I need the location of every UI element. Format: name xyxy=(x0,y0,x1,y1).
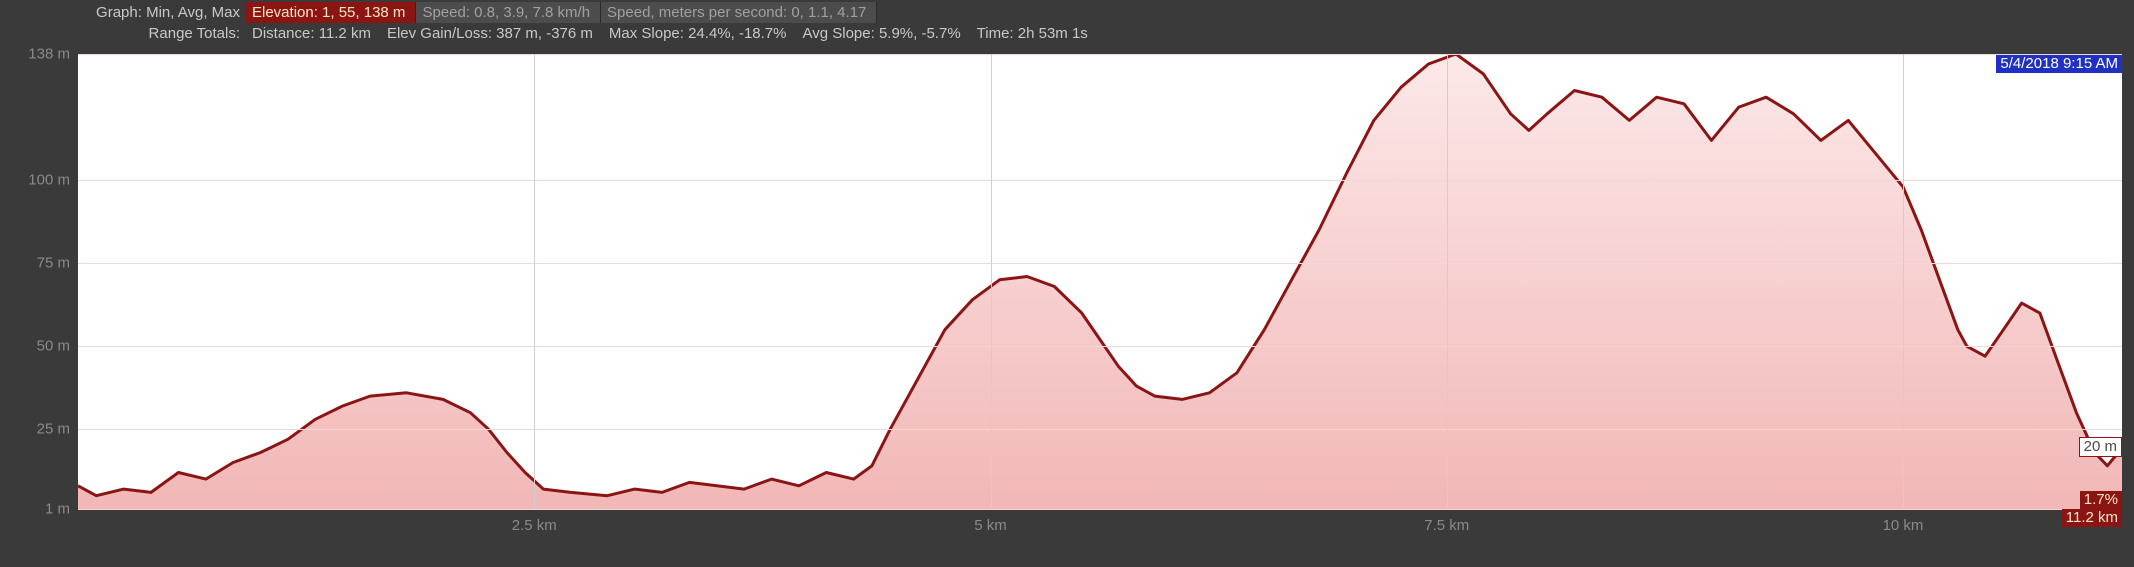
range-totals-row: Range Totals: Distance: 11.2 km Elev Gai… xyxy=(10,23,2124,44)
x-axis-label: 10 km xyxy=(1883,517,1924,534)
hgrid xyxy=(78,180,2122,181)
hgrid xyxy=(78,429,2122,430)
y-axis-label: 25 m xyxy=(37,421,70,438)
stats-header: Graph: Min, Avg, Max Elevation: 1, 55, 1… xyxy=(10,2,2124,44)
chip-avg-slope: Avg Slope: 5.9%, -5.7% xyxy=(797,23,971,44)
vgrid xyxy=(991,54,992,509)
elevation-chart[interactable]: 5/4/2018 9:15 AM 1 m25 m50 m75 m100 m138… xyxy=(12,54,2122,544)
hgrid xyxy=(78,263,2122,264)
plot-area[interactable]: 5/4/2018 9:15 AM 1 m25 m50 m75 m100 m138… xyxy=(78,54,2122,509)
graph-stats-row: Graph: Min, Avg, Max Elevation: 1, 55, 1… xyxy=(10,2,2124,23)
chip-elevation[interactable]: Elevation: 1, 55, 138 m xyxy=(246,2,416,23)
chip-speed-ms[interactable]: Speed, meters per second: 0, 1.1, 4.17 xyxy=(601,2,877,23)
vgrid xyxy=(534,54,535,509)
chip-elev-gain: Elev Gain/Loss: 387 m, -376 m xyxy=(381,23,603,44)
timestamp-badge: 5/4/2018 9:15 AM xyxy=(1996,54,2122,73)
y-axis-label: 50 m xyxy=(37,338,70,355)
hgrid xyxy=(78,346,2122,347)
hgrid xyxy=(78,54,2122,55)
x-axis-label: 7.5 km xyxy=(1424,517,1469,534)
graph-label: Graph: Min, Avg, Max xyxy=(10,4,246,21)
elevation-svg xyxy=(78,54,2122,509)
y-axis-label: 138 m xyxy=(28,46,70,63)
cursor-elevation-tag: 20 m xyxy=(2079,437,2122,457)
chip-time: Time: 2h 53m 1s xyxy=(971,23,1098,44)
chip-speed-kmh[interactable]: Speed: 0.8, 3.9, 7.8 km/h xyxy=(416,2,601,23)
x-axis-label: 2.5 km xyxy=(512,517,557,534)
y-axis-label: 1 m xyxy=(45,501,70,518)
cursor-slope-tag: 1.7% xyxy=(2080,491,2122,509)
y-axis-label: 100 m xyxy=(28,172,70,189)
chip-max-slope: Max Slope: 24.4%, -18.7% xyxy=(603,23,797,44)
totals-label: Range Totals: xyxy=(10,25,246,42)
hgrid xyxy=(78,509,2122,510)
vgrid xyxy=(1903,54,1904,509)
vgrid xyxy=(1447,54,1448,509)
chip-distance: Distance: 11.2 km xyxy=(246,23,381,44)
cursor-distance-tag: 11.2 km xyxy=(2062,509,2122,527)
y-axis-label: 75 m xyxy=(37,255,70,272)
x-axis-label: 5 km xyxy=(974,517,1007,534)
